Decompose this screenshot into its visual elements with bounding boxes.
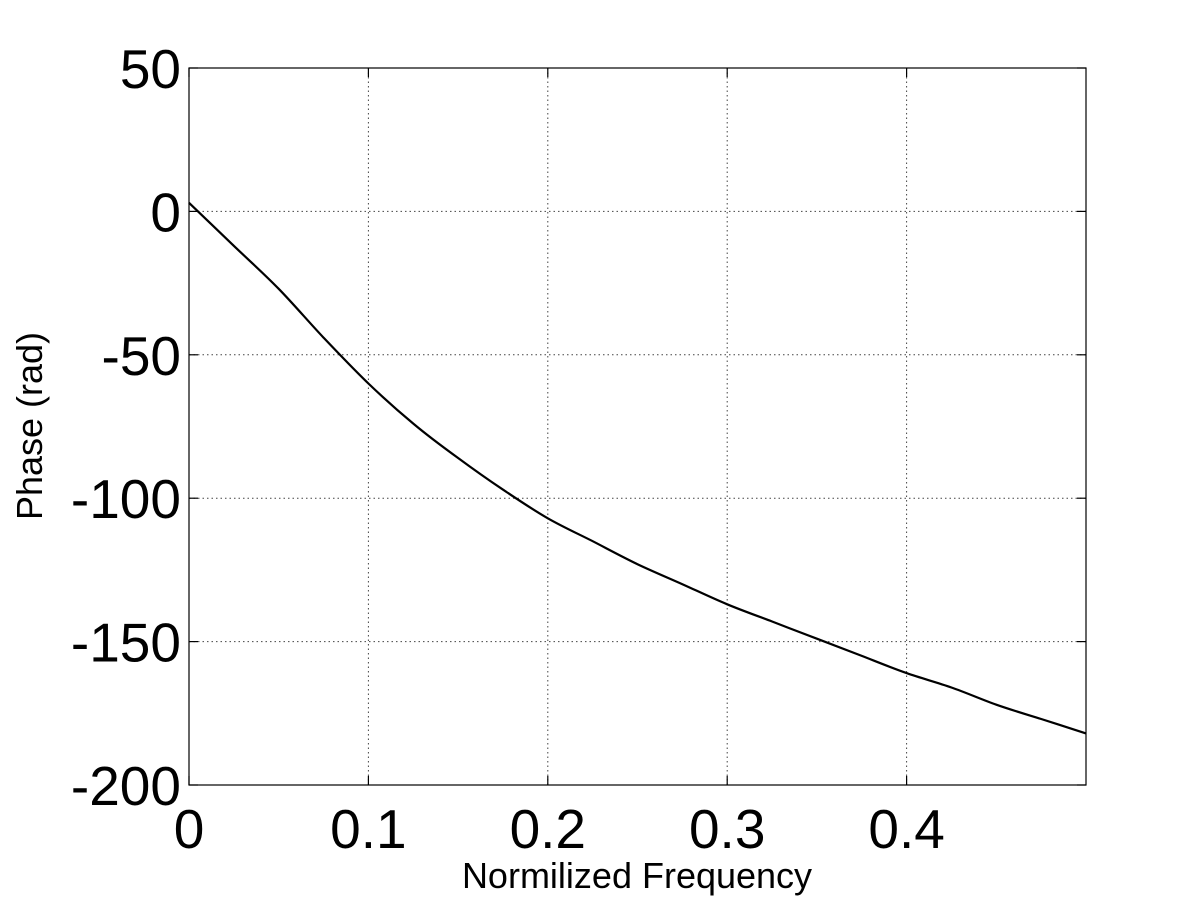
plot-frame — [188, 67, 1087, 786]
y-tick-label: 0 — [150, 181, 181, 243]
y-tick-label: -150 — [71, 612, 181, 674]
plot-background — [189, 68, 1086, 785]
x-tick-label: 0.1 — [330, 798, 406, 860]
x-tick-label: 0.2 — [510, 798, 586, 860]
y-tick-label: -100 — [71, 468, 181, 530]
y-axis-title: Phase (rad) — [9, 332, 50, 520]
phase-series-line — [188, 202, 1087, 735]
y-tick-labels: -200 -150 -100 -50 0 50 — [71, 38, 181, 817]
x-tick-labels: 0 0.1 0.2 0.3 0.4 — [174, 798, 945, 860]
x-axis-title: Normilized Frequency — [462, 855, 812, 896]
series-layer — [188, 202, 1087, 735]
x-tick-label: 0 — [174, 798, 205, 860]
y-tick-label: -200 — [71, 755, 181, 817]
y-tick-label: -50 — [102, 325, 182, 387]
x-tick-label: 0.4 — [868, 798, 944, 860]
x-tick-label: 0.3 — [689, 798, 765, 860]
y-tick-label: 50 — [120, 38, 181, 100]
